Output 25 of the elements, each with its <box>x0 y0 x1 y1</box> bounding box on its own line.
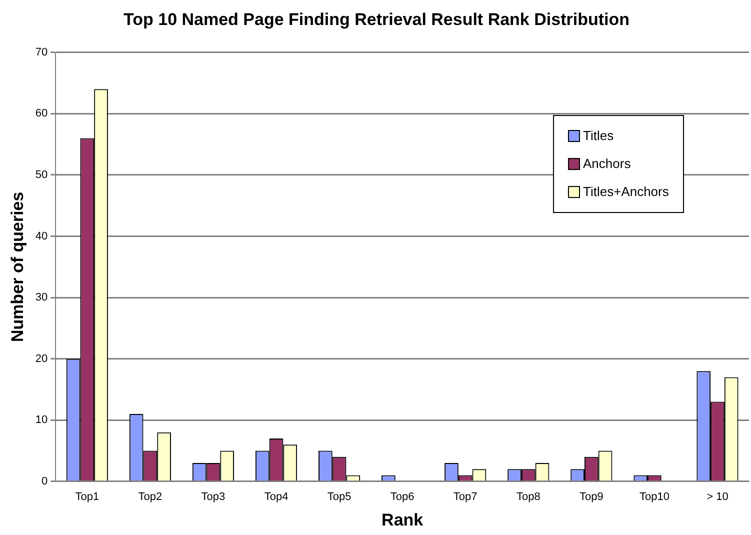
y-tick-label: 30 <box>35 292 48 304</box>
x-tick-label: Top3 <box>201 491 226 504</box>
y-axis-title: Number of queries <box>8 192 27 342</box>
x-tick-label: > 10 <box>706 491 728 504</box>
x-tick-label: Top4 <box>264 491 288 504</box>
x-tick-label: Top7 <box>453 491 478 504</box>
y-tick-label: 40 <box>35 230 48 242</box>
y-tick-label: 10 <box>35 414 48 426</box>
legend-label: Titles <box>583 127 614 145</box>
x-tick-label: Top8 <box>516 491 540 504</box>
legend-label: Anchors <box>583 155 631 173</box>
x-tick-label: Top2 <box>138 491 162 504</box>
x-tick-label: Top5 <box>327 491 352 504</box>
x-tick-label: Top10 <box>639 491 670 504</box>
legend-label: Titles+Anchors <box>583 183 669 201</box>
chart-title: Top 10 Named Page Finding Retrieval Result Rank Distribution <box>124 10 630 29</box>
y-tick-label: 60 <box>35 108 48 120</box>
y-tick-label: 0 <box>42 475 48 488</box>
x-tick-label: Top6 <box>390 491 414 504</box>
y-tick-label: 70 <box>35 46 48 58</box>
x-tick-label: Top1 <box>75 491 100 504</box>
y-tick-label: 50 <box>35 169 48 182</box>
x-axis-title: Rank <box>382 510 424 530</box>
x-tick-label: Top9 <box>579 491 604 504</box>
y-tick-label: 20 <box>35 352 48 365</box>
